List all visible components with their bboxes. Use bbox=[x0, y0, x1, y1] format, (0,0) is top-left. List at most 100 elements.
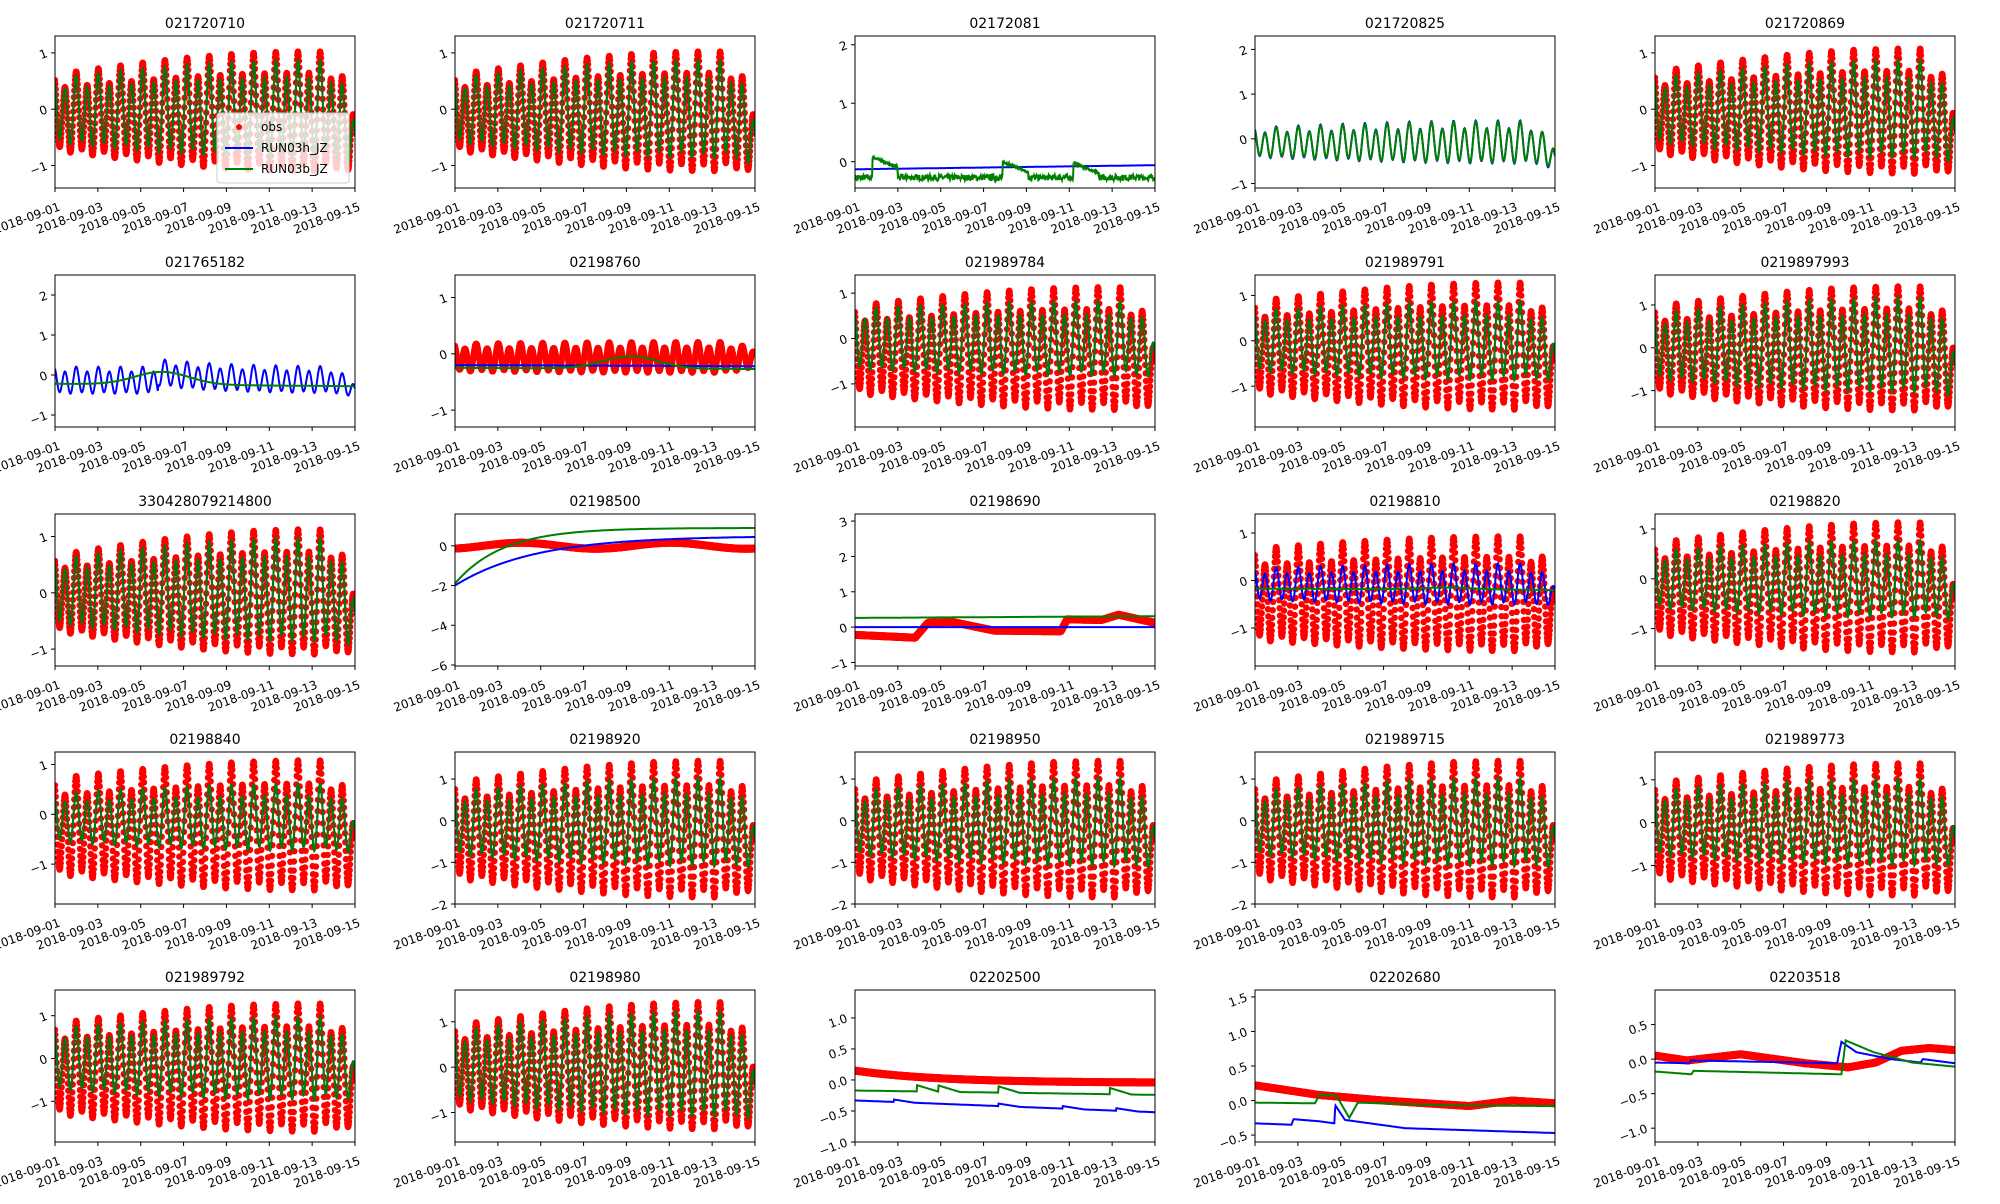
obs-point bbox=[1868, 161, 1874, 167]
obs-point bbox=[1102, 378, 1108, 384]
obs-point bbox=[1080, 388, 1086, 394]
y-tick-label: 0 bbox=[37, 103, 49, 119]
obs-point bbox=[902, 379, 908, 385]
obs-point bbox=[1023, 396, 1029, 402]
subplot-title: 021989791 bbox=[1365, 255, 1445, 271]
y-tick-label: 1 bbox=[837, 97, 849, 113]
y-tick-label: 0 bbox=[437, 103, 449, 119]
obs-point bbox=[1113, 392, 1119, 398]
y-tick-label: −1 bbox=[28, 159, 49, 178]
obs-point bbox=[1001, 397, 1007, 403]
obs-point bbox=[1047, 378, 1053, 384]
y-tick-label: 2 bbox=[837, 38, 849, 54]
obs-point bbox=[903, 373, 909, 379]
y-tick-label: 1 bbox=[1637, 46, 1649, 62]
obs-point bbox=[947, 376, 953, 382]
obs-point bbox=[690, 162, 696, 168]
obs-point bbox=[1118, 291, 1124, 297]
subplot-title: 021720869 bbox=[1765, 16, 1845, 32]
obs-point bbox=[712, 160, 718, 166]
obs-point bbox=[1874, 53, 1880, 59]
obs-point bbox=[1313, 385, 1319, 391]
obs-point bbox=[1024, 390, 1030, 396]
y-tick-label: −1 bbox=[428, 159, 449, 178]
legend-marker-obs bbox=[236, 124, 242, 130]
y-tick-label: 0 bbox=[1237, 132, 1249, 148]
y-tick-label: 1 bbox=[837, 287, 849, 303]
obs-point bbox=[1096, 294, 1102, 300]
obs-point bbox=[881, 369, 887, 375]
y-tick-label: −1 bbox=[428, 404, 449, 423]
y-tick-label: −1 bbox=[828, 377, 849, 396]
obs-point bbox=[869, 382, 875, 388]
obs-point bbox=[891, 381, 897, 387]
obs-point bbox=[1890, 164, 1896, 170]
legend-label: RUN03b_JZ bbox=[261, 162, 328, 176]
y-tick-label: −1 bbox=[1228, 177, 1249, 196]
obs-point bbox=[1291, 380, 1297, 386]
series-line-run03h-jz bbox=[55, 360, 355, 396]
subplot-title: 021720710 bbox=[165, 16, 245, 32]
obs-point bbox=[1135, 388, 1141, 394]
series-obs bbox=[452, 339, 758, 376]
obs-point bbox=[1090, 395, 1096, 401]
obs-point bbox=[1057, 390, 1063, 396]
y-tick-label: 0 bbox=[37, 368, 49, 384]
subplot: 021720812102018-09-012018-09-032018-09-0… bbox=[792, 16, 1162, 237]
obs-point bbox=[1846, 157, 1852, 163]
obs-point bbox=[1857, 154, 1863, 160]
subplot: 021720825210−12018-09-012018-09-032018-0… bbox=[1192, 16, 1562, 237]
y-tick-label: 1 bbox=[1237, 88, 1249, 104]
subplot: 0219876010−12018-09-012018-09-032018-09-… bbox=[392, 255, 762, 476]
obs-point bbox=[935, 384, 941, 390]
subplot: 02172071110−12018-09-012018-09-032018-09… bbox=[392, 16, 762, 237]
y-tick-label: 1 bbox=[37, 46, 49, 62]
obs-point bbox=[1918, 52, 1924, 58]
obs-point bbox=[1068, 391, 1074, 397]
legend-label: obs bbox=[261, 120, 282, 134]
obs-point bbox=[1036, 380, 1042, 386]
obs-point bbox=[1102, 391, 1108, 397]
obs-point bbox=[1335, 383, 1341, 389]
obs-point bbox=[1779, 156, 1785, 162]
obs-point bbox=[880, 375, 886, 381]
y-tick-label: 0 bbox=[1637, 103, 1649, 119]
obs-point bbox=[1058, 384, 1064, 390]
obs-point bbox=[858, 370, 864, 376]
obs-point bbox=[935, 390, 941, 396]
obs-point bbox=[1890, 159, 1896, 165]
obs-point bbox=[1124, 381, 1130, 387]
obs-point bbox=[958, 374, 964, 380]
series-line-run03h-jz bbox=[455, 365, 755, 366]
subplot-title: 021720825 bbox=[1365, 16, 1445, 32]
obs-point bbox=[1124, 387, 1130, 393]
obs-point bbox=[979, 393, 985, 399]
subplot: 02172071010−12018-09-012018-09-032018-09… bbox=[0, 16, 362, 237]
obs-point bbox=[1313, 378, 1319, 384]
obs-point bbox=[991, 378, 997, 384]
obs-point bbox=[1090, 401, 1096, 407]
obs-point bbox=[1269, 381, 1275, 387]
obs-point bbox=[613, 150, 619, 156]
obs-point bbox=[1280, 374, 1286, 380]
obs-point bbox=[891, 374, 897, 380]
obs-point bbox=[1813, 151, 1819, 157]
obs-point bbox=[1046, 387, 1052, 393]
obs-point bbox=[1135, 394, 1141, 400]
obs-point bbox=[1769, 148, 1775, 154]
series-line-run03h-jz bbox=[855, 165, 1155, 169]
obs-point bbox=[1269, 375, 1275, 381]
obs-point bbox=[1013, 382, 1019, 388]
obs-point bbox=[969, 386, 975, 392]
y-tick-label: 1 bbox=[437, 46, 449, 62]
obs-point bbox=[1291, 385, 1297, 391]
obs-point bbox=[1074, 291, 1080, 297]
obs-point bbox=[925, 371, 931, 377]
obs-point bbox=[1902, 155, 1908, 161]
obs-point bbox=[1785, 59, 1791, 65]
obs-point bbox=[1035, 387, 1041, 393]
obs-point bbox=[969, 373, 975, 379]
obs-point bbox=[980, 387, 986, 393]
obs-point bbox=[1014, 375, 1020, 381]
